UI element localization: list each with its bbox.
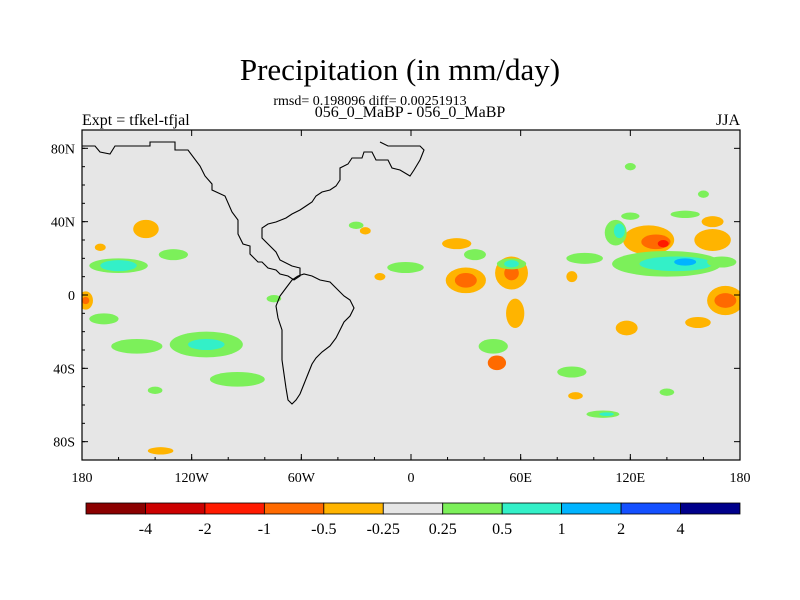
anomaly-region — [504, 265, 519, 281]
anomaly-region — [82, 296, 90, 305]
y-tick-label: 80S — [53, 436, 75, 451]
chart-title: Precipitation (in mm/day) — [239, 52, 561, 87]
anomaly-region — [147, 386, 163, 395]
y-tick-label: 80N — [51, 142, 75, 157]
x-tick-label: 120W — [175, 471, 210, 486]
anomaly-region — [701, 216, 724, 228]
anomaly-region — [188, 339, 225, 350]
y-tick-label: 40N — [51, 216, 75, 231]
anomaly-region — [374, 273, 386, 281]
anomaly-region — [209, 372, 265, 387]
anomaly-region — [624, 163, 636, 171]
colorbar-label: 0.5 — [492, 521, 512, 538]
anomaly-region — [566, 252, 603, 264]
anomaly-region — [100, 260, 137, 272]
anomaly-region — [348, 221, 364, 229]
x-tick-label: 120E — [616, 471, 646, 486]
colorbar-label: 1 — [558, 521, 566, 538]
anomaly-region — [464, 249, 486, 261]
x-tick-label: 180 — [72, 471, 93, 486]
colorbar-swatch — [442, 502, 503, 515]
anomaly-region — [504, 260, 519, 268]
anomaly-region — [707, 256, 737, 268]
anomaly-region — [674, 258, 697, 266]
colorbar-swatch — [561, 502, 622, 515]
colorbar-swatch — [382, 502, 444, 515]
anomaly-region — [94, 243, 106, 251]
colorbar-label: -0.25 — [367, 521, 400, 538]
anomaly-region — [659, 221, 686, 229]
chart-subtitle: 056_0_MaBP - 056_0_MaBP — [314, 104, 506, 121]
anomaly-region — [111, 339, 163, 354]
anomaly-region — [621, 212, 640, 220]
anomaly-region — [615, 320, 638, 336]
anomaly-region — [657, 240, 669, 248]
anomaly-region — [387, 262, 424, 273]
experiment-label: Expt = tfkel-tfjal — [82, 112, 190, 129]
anomaly-region — [566, 271, 578, 283]
colorbar-label: 0.25 — [429, 521, 457, 538]
colorbar-swatch — [85, 502, 146, 515]
anomaly-region — [359, 227, 371, 235]
anomaly-region — [685, 317, 711, 328]
colorbar-swatch — [204, 502, 265, 515]
colorbar-swatch — [263, 502, 325, 515]
anomaly-region — [557, 366, 587, 378]
colorbar-label: 2 — [617, 521, 625, 538]
anomaly-region — [694, 229, 731, 251]
anomaly-region — [89, 313, 119, 325]
colorbar-label: -4 — [139, 521, 152, 538]
season-label: JJA — [715, 112, 740, 129]
anomaly-region — [697, 190, 709, 198]
continent-outlines — [82, 141, 425, 405]
coastline-north-america — [120, 141, 425, 281]
anomaly-region — [147, 447, 174, 455]
anomaly-region — [670, 210, 700, 218]
anomaly-layer — [82, 163, 740, 455]
anomaly-region — [442, 238, 472, 250]
anomaly-region — [599, 412, 614, 416]
anomaly-region — [659, 388, 675, 396]
anomaly-region — [568, 392, 583, 400]
x-tick-label: 60E — [509, 471, 532, 486]
anomaly-region — [714, 293, 737, 308]
anomaly-region — [266, 295, 282, 303]
colorbar-label: 4 — [677, 521, 685, 538]
colorbar-swatch — [620, 502, 681, 515]
anomaly-region — [487, 355, 507, 371]
anomaly-region — [158, 249, 189, 261]
colorbar-label: -1 — [258, 521, 271, 538]
colorbar-swatch — [323, 502, 384, 515]
x-tick-label: 0 — [408, 471, 415, 486]
anomaly-region — [478, 339, 508, 354]
y-tick-label: 0 — [68, 289, 75, 304]
anomaly-region — [133, 219, 159, 239]
colorbar-label: -2 — [198, 521, 211, 538]
coastline-arctic — [82, 145, 120, 155]
chart-stats: rmsd= 0.198096 diff= 0.00251913 — [273, 94, 467, 109]
anomaly-region — [613, 223, 625, 239]
anomaly-region — [454, 273, 477, 288]
anomaly-region — [506, 298, 525, 329]
x-axis: 180 120W 60W 0 60E 120E 180 — [72, 130, 751, 486]
colorbar-swatch — [145, 502, 206, 515]
x-tick-label: 60W — [288, 471, 316, 486]
map-background — [82, 130, 740, 460]
y-tick-label: 40S — [53, 362, 75, 377]
colorbar-swatch — [501, 502, 563, 515]
colorbar-label: -0.5 — [311, 521, 336, 538]
coastline-south-america — [275, 273, 355, 405]
colorbar-swatch — [680, 502, 741, 515]
y-axis: 80N 40N 0 40S 80S — [51, 142, 740, 451]
colorbar: -4 -2 -1 -0.5 -0.25 0.25 0.5 1 2 4 — [85, 502, 741, 538]
x-tick-label: 180 — [730, 471, 751, 486]
